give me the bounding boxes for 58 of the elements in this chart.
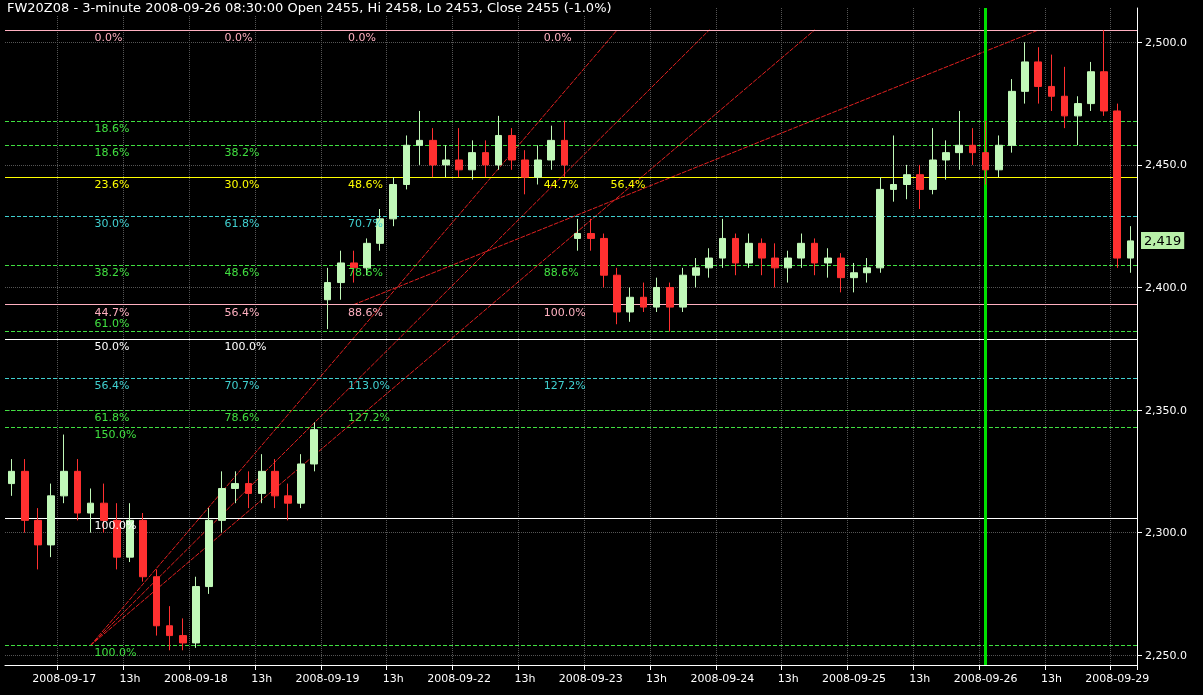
x-tick-label: 13h <box>1040 672 1062 685</box>
annotation: 100.0% <box>224 339 267 353</box>
annotation: 88.6% <box>348 305 383 319</box>
annotation: 61.8% <box>224 217 260 231</box>
annotation: 50.0% <box>94 339 130 353</box>
x-tick-label: 2008-09-25 <box>822 672 886 685</box>
annotation: 18.6% <box>94 146 130 160</box>
annotation: 0.0% <box>543 31 572 45</box>
annotation: 38.2% <box>94 266 130 280</box>
chart-title: FW20Z08 - 3-minute 2008-09-26 08:30:00 Open 2455, Hi 2458, Lo 2453, Close 2455 (-1.0%) <box>7 0 612 15</box>
annotation: 113.0% <box>348 379 390 393</box>
annotation: 0.0% <box>348 31 376 45</box>
y-tick-label: 2,350.0 <box>1145 403 1187 417</box>
x-tick-label: 2008-09-22 <box>427 672 492 685</box>
x-tick-label: 13h <box>777 672 799 685</box>
x-tick-label: 13h <box>646 672 668 685</box>
y-tick-label: 2,250.0 <box>1145 648 1187 662</box>
annotation: 61.0% <box>94 316 130 330</box>
annotation: 70.7% <box>224 379 260 393</box>
annotation: 56.4% <box>610 178 646 192</box>
annotation: 61.8% <box>94 411 130 425</box>
annotation: 88.6% <box>543 266 579 280</box>
annotation: 150.0% <box>94 428 137 442</box>
x-tick-label: 2008-09-29 <box>1085 672 1150 685</box>
annotation: 100.0% <box>543 305 586 319</box>
x-tick-label: 2008-09-26 <box>953 672 1018 685</box>
annotation: 56.4% <box>94 379 130 393</box>
x-tick-label: 13h <box>514 672 536 685</box>
annotation: 127.2% <box>348 411 390 425</box>
annotation: 30.0% <box>94 217 130 231</box>
x-tick-label: 2008-09-19 <box>295 672 360 685</box>
text: 2,419 <box>1144 232 1182 248</box>
annotation: 18.6% <box>94 121 130 135</box>
annotation: 30.0% <box>224 178 260 192</box>
y-tick-label: 2,450.0 <box>1145 158 1187 172</box>
annotation: 48.6% <box>348 178 383 192</box>
x-tick-label: 13h <box>382 672 404 685</box>
annotation: 0.0% <box>94 31 123 45</box>
annotation: 23.6% <box>94 178 130 192</box>
annotation: 44.7% <box>543 178 579 192</box>
x-tick-label: 13h <box>909 672 931 685</box>
x-tick-label: 2008-09-17 <box>32 672 97 685</box>
annotation: 127.2% <box>543 379 586 393</box>
annotation: 44.7% <box>94 305 130 319</box>
x-tick-label: 13h <box>251 672 273 685</box>
x-tick-label: 2008-09-23 <box>558 672 623 685</box>
annotation: 38.2% <box>224 146 260 160</box>
y-tick-label: 2,500.0 <box>1145 35 1187 49</box>
x-tick-label: 2008-09-24 <box>690 672 755 685</box>
annotation: 100.0% <box>94 646 137 660</box>
annotation: 56.4% <box>224 305 260 319</box>
annotation: 78.6% <box>224 411 260 425</box>
y-tick-label: 2,400.0 <box>1145 280 1187 294</box>
y-tick-label: 2,300.0 <box>1145 526 1187 540</box>
x-tick-label: 13h <box>119 672 141 685</box>
annotation: 0.0% <box>224 31 253 45</box>
annotation: 48.6% <box>224 266 260 280</box>
x-tick-label: 2008-09-18 <box>163 672 228 685</box>
